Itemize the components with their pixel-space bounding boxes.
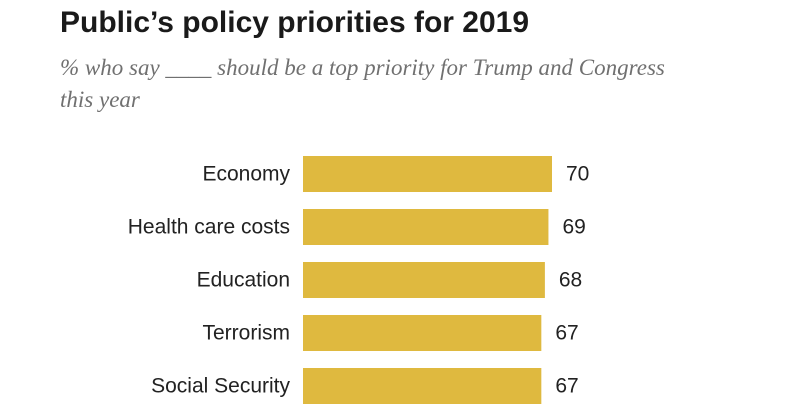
bar [303, 315, 542, 351]
bar [303, 209, 549, 245]
value-label: 70 [566, 163, 589, 186]
bar [303, 262, 545, 298]
bar [303, 368, 542, 404]
category-label: Social Security [151, 375, 290, 398]
category-label: Health care costs [128, 216, 290, 239]
category-label: Economy [202, 163, 290, 186]
value-label: 67 [555, 322, 578, 345]
bar [303, 156, 552, 192]
category-label: Terrorism [203, 322, 291, 345]
value-label: 69 [562, 216, 585, 239]
chart-title: Public’s policy priorities for 2019 [60, 6, 530, 39]
value-label: 67 [555, 375, 578, 398]
category-label: Education [197, 269, 290, 292]
value-label: 68 [559, 269, 582, 292]
chart-subtitle: % who say ____ should be a top priority … [60, 55, 665, 112]
